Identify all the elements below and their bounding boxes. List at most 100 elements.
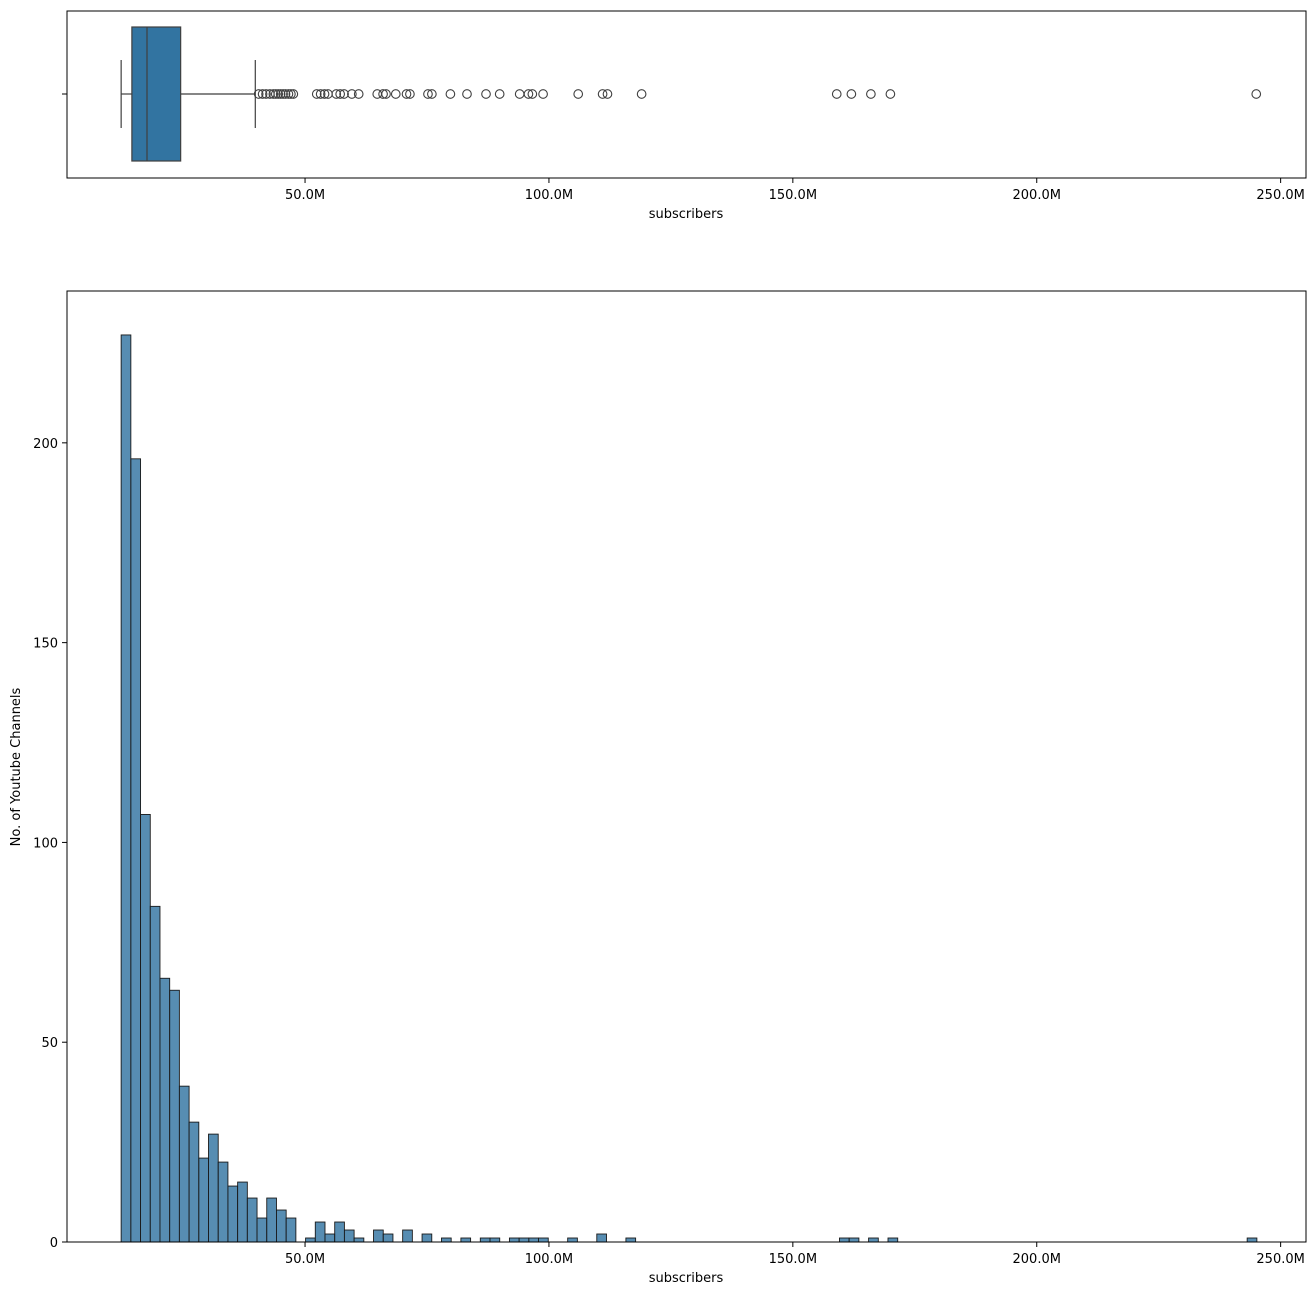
histogram-x-tick-label: 200.0M: [1013, 1252, 1061, 1267]
histogram-y-tick-label: 0: [50, 1236, 58, 1251]
histogram-bar: [130, 458, 142, 1243]
boxplot-outlier: [381, 89, 391, 99]
histogram-axes-frame: [66, 290, 1307, 1243]
boxplot-x-tick-label: 50.0M: [285, 188, 325, 203]
boxplot-outlier: [253, 89, 264, 99]
boxplot-outlier: [347, 89, 357, 99]
histogram-bar: [489, 1237, 501, 1243]
boxplot-outlier: [319, 89, 330, 99]
histogram-bar: [528, 1237, 540, 1243]
boxplot-outlier: [866, 89, 876, 99]
histogram-y-ticks: 0 50 100 150 200: [33, 437, 67, 1251]
histogram-bar: [518, 1237, 530, 1243]
boxplot-outlier: [339, 89, 349, 99]
histogram-bar: [266, 1197, 277, 1243]
histogram-y-tick-label: 200: [33, 437, 58, 452]
boxplot-outlier: [335, 89, 346, 99]
histogram-bar: [276, 1209, 287, 1243]
histogram-bar: [848, 1237, 860, 1243]
histogram-bar: [868, 1237, 879, 1243]
boxplot-outlier: [378, 89, 388, 99]
boxplot-outlier: [427, 89, 437, 99]
histogram-bar: [120, 334, 132, 1243]
histogram-bar: [324, 1233, 336, 1243]
boxplot-panel: 50.0M 100.0M 150.0M 200.0M 250.0M subscriber…: [62, 10, 1307, 222]
boxplot-outlier: [573, 89, 584, 99]
histogram-x-tick-label: 100.0M: [525, 1252, 573, 1267]
boxplot-outlier: [523, 89, 534, 99]
boxplot-outlier: [288, 89, 299, 99]
histogram-x-axis-label: subscribers: [649, 1271, 724, 1286]
boxplot-outlier: [423, 89, 433, 99]
histogram-bar: [237, 1181, 248, 1243]
histogram-bar: [305, 1237, 316, 1243]
histogram-bar: [178, 1085, 190, 1243]
boxplot-outlier: [390, 89, 401, 99]
boxplot-outlier: [315, 89, 326, 99]
histogram-y-axis-label: No. of Youtube Channels: [9, 687, 24, 846]
histogram-bars: [120, 334, 1258, 1243]
boxplot-outlier: [405, 89, 415, 99]
histogram-bar: [188, 1121, 200, 1243]
histogram-bar: [343, 1229, 355, 1243]
histogram-bar: [353, 1237, 365, 1243]
histogram-bar: [402, 1229, 413, 1243]
boxplot-marks: [120, 26, 1262, 162]
histogram-bar: [217, 1161, 229, 1243]
histogram-bar: [382, 1233, 394, 1243]
histogram-bar: [208, 1133, 219, 1243]
boxplot-x-tick-label: 100.0M: [525, 188, 573, 203]
histogram-bar: [285, 1217, 297, 1243]
histogram-x-tick-label: 150.0M: [769, 1252, 817, 1267]
histogram-bar: [334, 1221, 345, 1243]
boxplot-x-ticks: 50.0M 100.0M 150.0M 200.0M 250.0M: [285, 178, 1305, 203]
histogram-y-tick-label: 150: [33, 637, 58, 652]
histogram-bar: [149, 905, 161, 1243]
histogram-bar: [567, 1237, 578, 1243]
boxplot-x-tick-label: 250.0M: [1256, 188, 1304, 203]
boxplot-outlier: [268, 89, 279, 99]
boxplot-x-tick-label: 150.0M: [769, 188, 817, 203]
boxplot-x-tick-label: 200.0M: [1013, 188, 1061, 203]
histogram-bar: [1246, 1237, 1258, 1243]
boxplot-outlier: [462, 89, 472, 99]
histogram-bar: [887, 1237, 899, 1243]
boxplot-outlier: [401, 89, 412, 99]
boxplot-outlier: [636, 89, 647, 99]
histogram-y-tick-label: 100: [33, 836, 58, 851]
histogram-bar: [625, 1237, 637, 1243]
boxplot-outlier: [275, 89, 286, 99]
boxplot-box: [131, 26, 182, 162]
boxplot-outlier: [831, 89, 842, 99]
boxplot-outlier: [353, 89, 364, 99]
boxplot-outlier: [538, 89, 548, 99]
boxplot-outlier: [527, 89, 538, 99]
boxplot-outlier: [602, 89, 613, 99]
histogram-bar: [314, 1221, 326, 1243]
boxplot-outlier: [1251, 89, 1262, 99]
boxplot-x-axis-label: subscribers: [649, 207, 724, 222]
histogram-x-tick-label: 250.0M: [1256, 1252, 1304, 1267]
histogram-bar: [169, 989, 180, 1243]
histogram-bar: [256, 1217, 268, 1243]
histogram-bar: [373, 1229, 384, 1243]
histogram-bar: [421, 1233, 433, 1243]
boxplot-outlier: [597, 89, 608, 99]
histogram-bar: [538, 1237, 549, 1243]
boxplot-outlier: [311, 89, 322, 99]
boxplot-outlier: [278, 89, 288, 99]
boxplot-outlier: [494, 89, 505, 99]
histogram-bar: [479, 1237, 491, 1243]
histogram-x-tick-label: 50.0M: [285, 1252, 325, 1267]
boxplot-outlier: [283, 89, 294, 99]
boxplot-outlier: [846, 89, 857, 99]
histogram-bar: [460, 1237, 472, 1243]
histogram-bar: [596, 1233, 607, 1243]
histogram-bar: [839, 1237, 850, 1243]
histogram-bar: [508, 1237, 520, 1243]
histogram-panel: 50.0M 100.0M 150.0M 200.0M 250.0M 0 50 100 150 2…: [9, 290, 1307, 1286]
histogram-bar: [140, 813, 151, 1243]
boxplot-outlier: [481, 89, 491, 99]
